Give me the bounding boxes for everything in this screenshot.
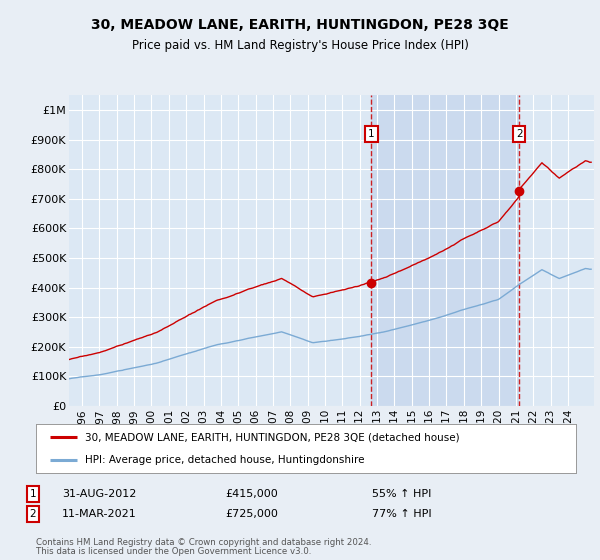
Text: 2: 2	[516, 129, 523, 139]
Text: 1: 1	[29, 489, 37, 499]
Text: Contains HM Land Registry data © Crown copyright and database right 2024.: Contains HM Land Registry data © Crown c…	[36, 538, 371, 547]
Text: Price paid vs. HM Land Registry's House Price Index (HPI): Price paid vs. HM Land Registry's House …	[131, 39, 469, 53]
Text: 2: 2	[29, 509, 37, 519]
Text: £725,000: £725,000	[226, 509, 278, 519]
Text: 55% ↑ HPI: 55% ↑ HPI	[373, 489, 431, 499]
Text: This data is licensed under the Open Government Licence v3.0.: This data is licensed under the Open Gov…	[36, 547, 311, 556]
Bar	[371, 95, 519, 406]
Text: 31-AUG-2012: 31-AUG-2012	[62, 489, 136, 499]
Text: 30, MEADOW LANE, EARITH, HUNTINGDON, PE28 3QE: 30, MEADOW LANE, EARITH, HUNTINGDON, PE2…	[91, 18, 509, 32]
Text: £415,000: £415,000	[226, 489, 278, 499]
Text: HPI: Average price, detached house, Huntingdonshire: HPI: Average price, detached house, Hunt…	[85, 455, 364, 465]
Text: 1: 1	[368, 129, 374, 139]
Text: 30, MEADOW LANE, EARITH, HUNTINGDON, PE28 3QE (detached house): 30, MEADOW LANE, EARITH, HUNTINGDON, PE2…	[85, 432, 459, 442]
Text: 11-MAR-2021: 11-MAR-2021	[62, 509, 136, 519]
Text: 77% ↑ HPI: 77% ↑ HPI	[372, 509, 432, 519]
